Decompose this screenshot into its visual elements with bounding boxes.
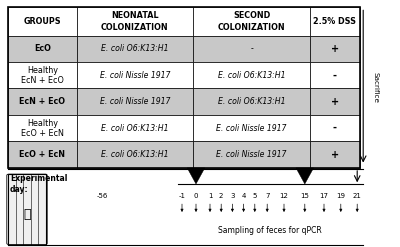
Text: 🐁: 🐁 [23, 208, 31, 222]
Polygon shape [187, 168, 205, 184]
Bar [8, 174, 46, 245]
Text: SECOND
COLONIZATION: SECOND COLONIZATION [218, 11, 286, 32]
Bar [76, 62, 193, 88]
Text: EcO: EcO [34, 44, 51, 53]
Bar [193, 115, 310, 142]
Text: Sampling of feces for qPCR: Sampling of feces for qPCR [218, 226, 322, 235]
Text: 3: 3 [230, 193, 235, 199]
Text: EcO + EcN: EcO + EcN [19, 150, 65, 159]
Text: 1: 1 [208, 193, 212, 199]
Text: Healthy
EcN + EcO: Healthy EcN + EcO [21, 65, 64, 85]
Text: E. coli O6:K13:H1: E. coli O6:K13:H1 [101, 124, 169, 133]
Text: +: + [331, 44, 339, 54]
Bar [193, 142, 310, 168]
Text: E. coli Nissle 1917: E. coli Nissle 1917 [216, 150, 287, 159]
Bar [76, 142, 193, 168]
Bar [8, 62, 76, 88]
Bar [193, 62, 310, 88]
Text: Experimental
day:: Experimental day: [10, 174, 67, 194]
Text: E. coli O6:K13:H1: E. coli O6:K13:H1 [218, 71, 285, 80]
Text: -: - [250, 44, 253, 53]
Bar [76, 36, 193, 62]
Bar [76, 88, 193, 115]
Bar [76, 115, 193, 142]
Text: E. coli Nissle 1917: E. coli Nissle 1917 [100, 71, 170, 80]
Bar [310, 142, 360, 168]
Text: 19: 19 [336, 193, 345, 199]
Text: E. coli O6:K13:H1: E. coli O6:K13:H1 [218, 97, 285, 106]
Text: Sacrifice: Sacrifice [373, 72, 379, 103]
Text: 7: 7 [265, 193, 270, 199]
Bar [8, 36, 76, 62]
Text: 2.5% DSS: 2.5% DSS [314, 17, 356, 26]
Text: E. coli Nissle 1917: E. coli Nissle 1917 [216, 124, 287, 133]
Bar [76, 7, 193, 36]
Polygon shape [296, 168, 314, 184]
Text: +: + [331, 97, 339, 107]
Text: 15: 15 [300, 193, 309, 199]
Bar [310, 115, 360, 142]
Text: EcN + EcO: EcN + EcO [19, 97, 65, 106]
Text: NEONATAL
COLONIZATION: NEONATAL COLONIZATION [101, 11, 169, 32]
Bar [310, 88, 360, 115]
Bar [193, 88, 310, 115]
Text: E. coli O6:K13:H1: E. coli O6:K13:H1 [101, 44, 169, 53]
Text: 21: 21 [353, 193, 362, 199]
Text: 17: 17 [320, 193, 328, 199]
Bar [8, 115, 76, 142]
Bar [310, 7, 360, 36]
Bar [8, 142, 76, 168]
Bar [8, 88, 76, 115]
Text: GROUPS: GROUPS [24, 17, 61, 26]
Bar [193, 7, 310, 36]
Text: -56: -56 [96, 193, 108, 199]
Bar [193, 36, 310, 62]
Text: E. coli Nissle 1917: E. coli Nissle 1917 [100, 97, 170, 106]
Bar [310, 36, 360, 62]
Text: 0: 0 [194, 193, 198, 199]
Text: 5: 5 [253, 193, 257, 199]
Text: 12: 12 [280, 193, 288, 199]
Text: +: + [331, 150, 339, 160]
Text: Healthy
EcO + EcN: Healthy EcO + EcN [21, 119, 64, 138]
Bar [8, 7, 360, 168]
Bar [310, 62, 360, 88]
Bar [8, 7, 76, 36]
Text: -1: -1 [178, 193, 186, 199]
Text: -: - [333, 70, 337, 80]
Text: -: - [333, 123, 337, 133]
Text: E. coli O6:K13:H1: E. coli O6:K13:H1 [101, 150, 169, 159]
Text: 2: 2 [219, 193, 223, 199]
Text: 4: 4 [242, 193, 246, 199]
